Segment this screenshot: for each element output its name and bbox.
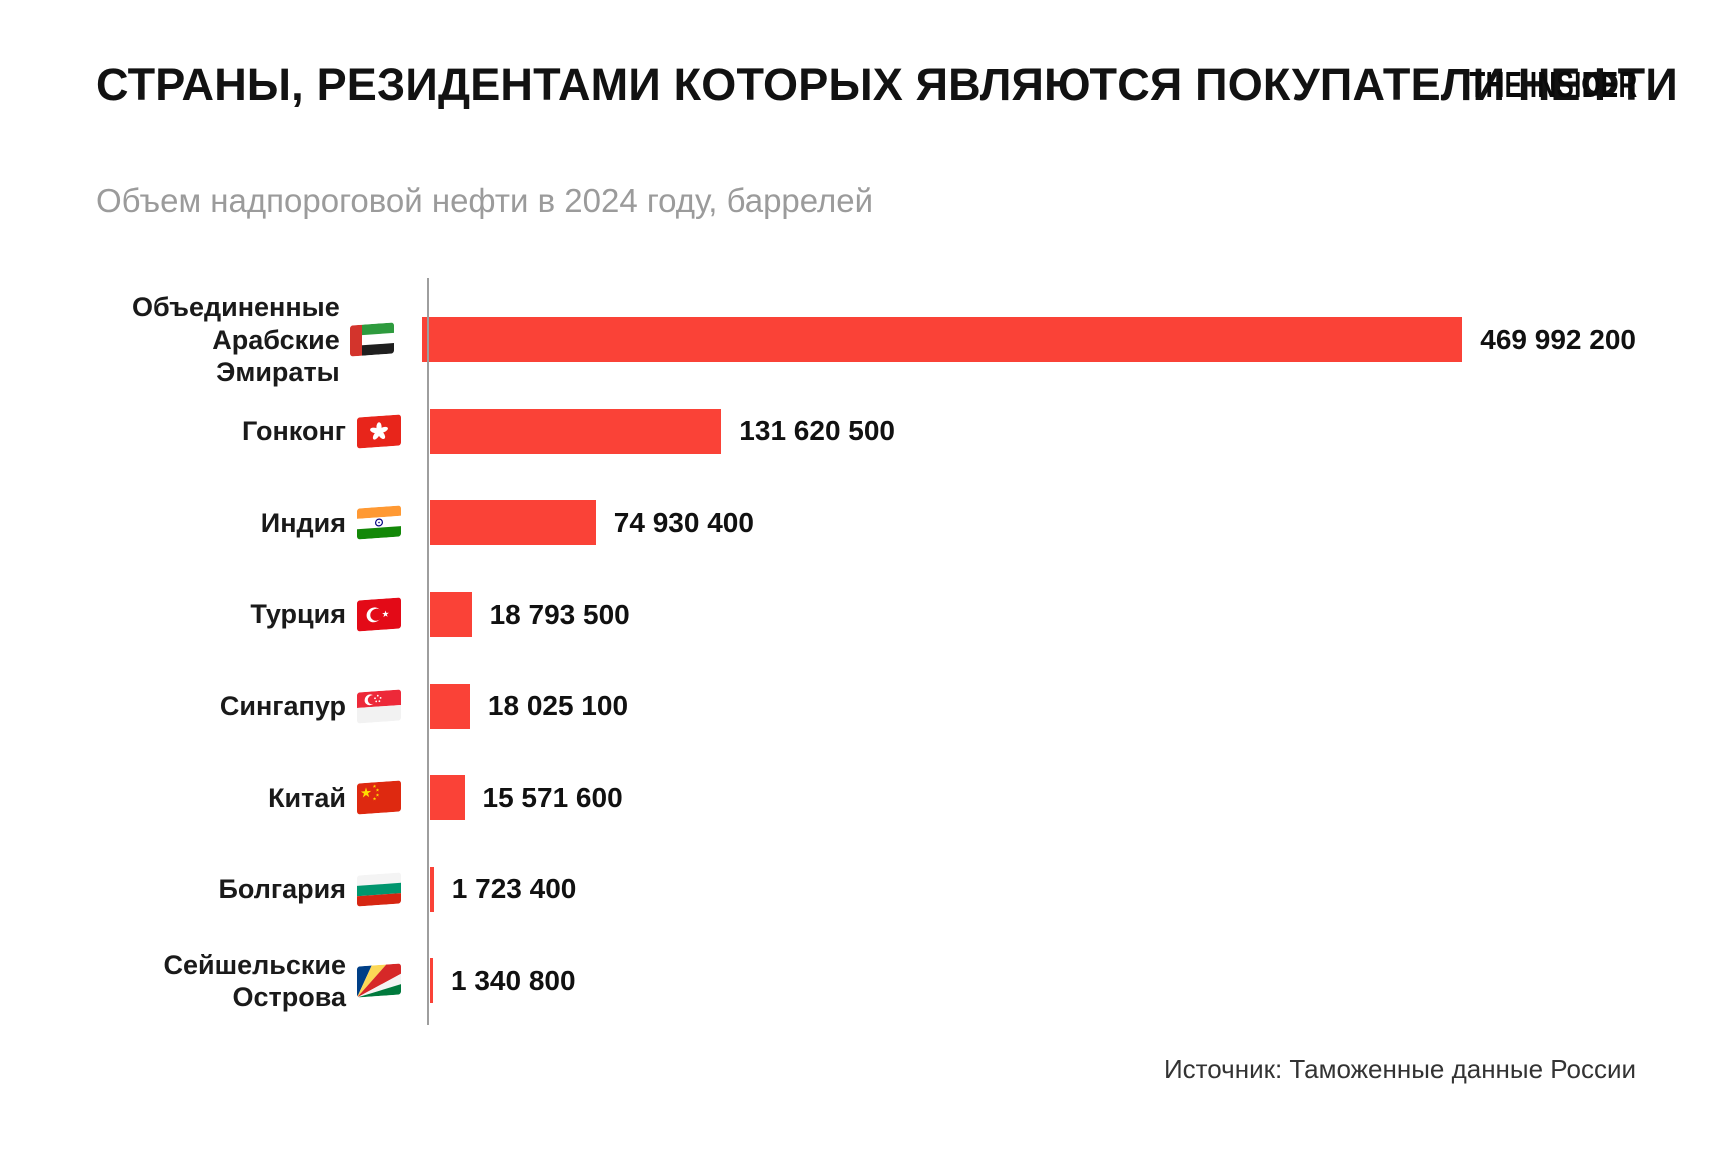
bar-track: 18 025 100: [428, 660, 1636, 752]
y-axis-line: [427, 278, 429, 1025]
category-label: Китай: [96, 782, 346, 814]
category-label: Болгария: [96, 873, 347, 905]
category-label-line: Острова: [232, 981, 346, 1012]
bar: [430, 775, 465, 821]
flag-singapore-icon: [350, 689, 408, 724]
flag-china-icon: [350, 780, 408, 815]
category-label-line: Арабские Эмираты: [212, 324, 340, 387]
bar-track: 469 992 200: [420, 294, 1636, 386]
bar-track: 131 620 500: [428, 386, 1636, 478]
category-label-line: Сингапур: [219, 690, 346, 721]
chart-row: Турция 18 793 500: [96, 569, 1636, 661]
bar-chart: Объединенные Арабские Эмираты 469 992 200 Г…: [96, 278, 1636, 1027]
page-title: СТРАНЫ, РЕЗИДЕНТАМИ КОТОРЫХ ЯВЛЯЮТСЯ ПОК…: [96, 58, 1678, 112]
bar-track: 74 930 400: [428, 477, 1636, 569]
category-label-line: Гонконг: [242, 416, 346, 447]
the-insider-logo: THE INSIDER: [1469, 64, 1638, 105]
bar-value-label: 18 793 500: [489, 598, 630, 630]
bar: [430, 500, 596, 546]
category-label-line: Сейшельские: [163, 949, 346, 980]
chart-row: Китай 15 571 600: [96, 752, 1636, 844]
flag-india-icon: [350, 505, 408, 541]
bar-track: 15 571 600: [428, 752, 1636, 844]
bar-value-label: 74 930 400: [613, 506, 754, 538]
bar: [430, 866, 434, 912]
chart-row: Болгария 1 723 400: [96, 844, 1636, 936]
flag-seychelles-icon: [350, 963, 408, 998]
category-label: Гонконг: [96, 415, 346, 447]
category-label-line: Турция: [250, 599, 346, 630]
chart-subtitle: Объем надпороговой нефти в 2024 году, ба…: [96, 182, 874, 219]
bar-value-label: 1 340 800: [451, 964, 576, 996]
category-label: Сингапур: [96, 690, 346, 722]
bar-value-label: 1 723 400: [451, 873, 577, 905]
flag-uae-icon: [344, 322, 401, 357]
bar-value-label: 131 620 500: [739, 415, 896, 447]
bar: [430, 592, 472, 638]
bar: [430, 683, 470, 729]
category-label-line: Объединенные: [131, 292, 340, 323]
flag-hong-kong-icon: [350, 414, 408, 449]
flag-bulgaria-icon: [350, 872, 408, 907]
bar: [430, 958, 433, 1004]
bar-track: 1 723 400: [428, 844, 1636, 936]
bar-value-label: 18 025 100: [487, 690, 629, 722]
category-label: Объединенные Арабские Эмираты: [96, 291, 340, 388]
flag-turkey-icon: [350, 597, 408, 632]
bar: [422, 317, 1463, 363]
category-label-line: Индия: [260, 507, 346, 538]
category-label: Индия: [96, 507, 346, 539]
category-label-line: Болгария: [218, 874, 347, 905]
category-label-line: Китай: [268, 782, 346, 813]
category-label: Сейшельские Острова: [96, 949, 346, 1014]
source-note: Источник: Таможенные данные России: [1163, 1054, 1636, 1084]
chart-row: Объединенные Арабские Эмираты 469 992 200: [96, 291, 1636, 388]
chart-row: Индия 74 930 400: [96, 477, 1636, 569]
chart-row: Сингапур 18 025 100: [96, 660, 1636, 752]
category-label: Турция: [96, 598, 346, 630]
bar-track: 18 793 500: [428, 569, 1636, 661]
bar: [430, 408, 722, 454]
bar-value-label: 469 992 200: [1480, 323, 1636, 355]
bar-track: 1 340 800: [428, 935, 1636, 1027]
chart-row: Сейшельские Острова 1 340 800: [96, 935, 1636, 1027]
title-line-1: СТРАНЫ, РЕЗИДЕНТАМИ КОТОРЫХ: [96, 59, 903, 110]
title-line-2: ЯВЛЯЮТСЯ ПОКУПАТЕЛИ НЕФТИ: [915, 59, 1678, 110]
bar-value-label: 15 571 600: [482, 781, 623, 813]
chart-row: Гонконг 131 620 500: [96, 386, 1636, 478]
